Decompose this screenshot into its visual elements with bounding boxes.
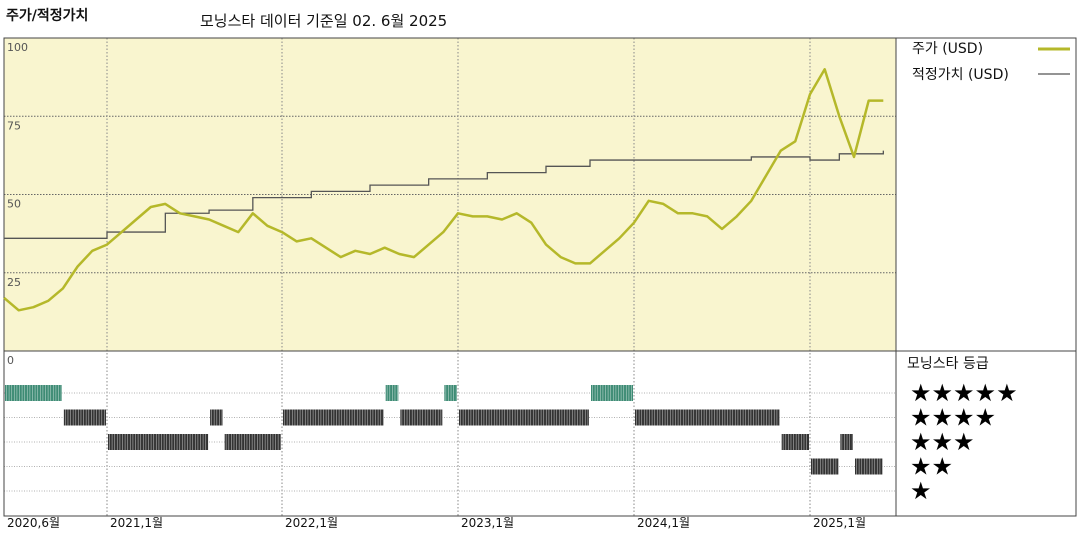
rating-bar xyxy=(210,409,223,426)
rating-bar-fill xyxy=(63,409,106,426)
rating-bar xyxy=(63,409,106,426)
rating-bar xyxy=(781,434,809,450)
chart-frame xyxy=(3,37,1077,517)
rating-bar xyxy=(224,434,282,450)
rating-bar-fill xyxy=(840,434,853,450)
rating-bar-fill xyxy=(385,385,399,401)
y-tick-label: 0 xyxy=(7,354,14,367)
rating-stars-label: ★ xyxy=(910,477,932,505)
rating-stars-label: ★★★★ xyxy=(910,404,996,432)
rating-bar xyxy=(444,385,457,401)
rating-bar xyxy=(635,409,780,426)
series-lines xyxy=(3,68,884,312)
x-tick-label: 2022,1월 xyxy=(285,516,338,530)
rating-bar xyxy=(5,385,62,401)
rating-bar xyxy=(840,434,853,450)
rating-bar-fill xyxy=(400,409,443,426)
rating-stars-label: ★★★ xyxy=(910,428,975,456)
legend-price-label: 주가 (USD) xyxy=(912,41,983,57)
y-tick-label: 100 xyxy=(7,41,28,54)
x-tick-label: 2024,1월 xyxy=(637,516,690,530)
y-tick-label: 25 xyxy=(7,276,21,289)
rating-bar-fill xyxy=(224,434,281,450)
rating-bar xyxy=(591,385,633,401)
outer-border xyxy=(3,37,1077,517)
y-tick-label: 75 xyxy=(7,119,21,132)
rating-bar xyxy=(400,409,443,426)
chart-title: 주가/적정가치 xyxy=(6,7,88,24)
rating-bar-fill xyxy=(635,409,780,426)
rating-bar-fill xyxy=(591,385,633,401)
rating-bar-fill xyxy=(444,385,457,401)
rating-star-legend: ★★★★★★★★★★★★★★★ xyxy=(910,379,1018,505)
rating-stars-label: ★★★★★ xyxy=(910,379,1018,407)
y-axis: 100 75 50 25 0 xyxy=(7,41,28,367)
rating-bar xyxy=(283,409,384,426)
rating-history xyxy=(5,385,883,475)
x-tick-label: 2025,1월 xyxy=(813,516,866,530)
fair-value-line xyxy=(4,150,884,239)
rating-stars-label: ★★ xyxy=(910,453,953,481)
rating-bar-fill xyxy=(283,409,384,426)
rating-bar-fill xyxy=(210,409,223,426)
rating-bar xyxy=(855,458,883,475)
y-tick-label: 50 xyxy=(7,198,21,211)
rating-bar xyxy=(385,385,399,401)
chart-subtitle: 모닝스타 데이터 기준일 02. 6월 2025 xyxy=(200,12,447,30)
rating-bar xyxy=(108,434,209,450)
legend-fair-value-label: 적정가치 (USD) xyxy=(912,67,1009,83)
rating-bar-fill xyxy=(108,434,209,450)
grid xyxy=(4,38,896,516)
x-axis: 2020,6월 2021,1월 2022,1월 2023,1월 2024,1월 2025,… xyxy=(7,516,866,530)
rating-bar xyxy=(811,458,839,475)
rating-legend-title: 모닝스타 등급 xyxy=(907,356,989,372)
price-line xyxy=(3,68,884,312)
rating-bar xyxy=(459,409,589,426)
x-tick-label: 2023,1월 xyxy=(461,516,514,530)
x-tick-label: 2020,6월 xyxy=(7,516,60,530)
price-plot-area xyxy=(4,38,896,351)
x-tick-label: 2021,1월 xyxy=(110,516,163,530)
